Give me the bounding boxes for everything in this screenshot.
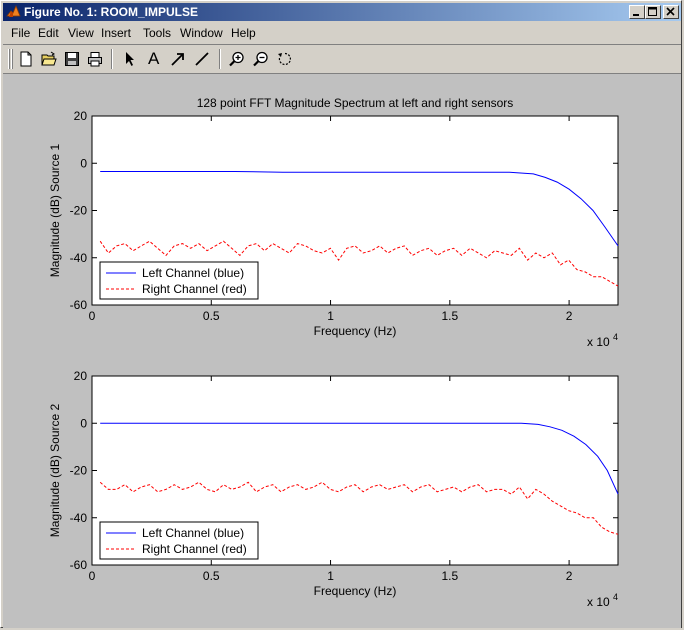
toolbar-separator <box>219 49 221 69</box>
chart-2-legend-entry: Right Channel (red) <box>142 542 247 556</box>
chart-1-y-tick-label: -20 <box>70 204 88 218</box>
chart-1-y-tick-label: 20 <box>74 109 88 123</box>
chart-1-x-tick-label: 1 <box>327 309 334 323</box>
matlab-logo-icon <box>6 4 21 17</box>
chart-1-legend-box <box>99 261 259 300</box>
menu-window[interactable]: Window <box>180 26 223 40</box>
zoom-out-icon <box>253 51 268 67</box>
open-file-button[interactable] <box>38 48 60 70</box>
save-icon <box>65 52 79 66</box>
new-figure-icon <box>20 51 32 67</box>
insert-arrow-icon <box>171 53 184 66</box>
chart-1-x-axis-label: Frequency (Hz) <box>314 324 397 338</box>
insert-line-icon <box>195 52 209 66</box>
chart-2-y-tick-label: -20 <box>70 464 88 478</box>
menu-file[interactable]: File <box>11 26 31 40</box>
insert-text-button[interactable]: A <box>143 48 165 70</box>
chart-2-y-tick-label: 0 <box>80 416 87 430</box>
insert-arrow-button[interactable] <box>167 48 189 70</box>
maximize-icon <box>648 7 657 16</box>
close-icon <box>666 7 675 16</box>
toolbar-grip-icon <box>8 49 13 69</box>
window-title: Figure No. 1: ROOM_IMPULSE <box>24 5 199 19</box>
chart-2-legend-entry: Left Channel (blue) <box>142 526 244 540</box>
chart-1-x-multiplier-exponent: 4 <box>613 332 618 342</box>
rotate-3d-button[interactable] <box>274 48 296 70</box>
chart-1-legend-entry: Left Channel (blue) <box>142 266 244 280</box>
chart-2-x-tick-label: 0 <box>89 569 96 583</box>
toolbar-separator <box>111 49 113 69</box>
print-icon <box>88 52 102 67</box>
maximize-button[interactable] <box>645 5 661 19</box>
chart-2-x-axis-label: Frequency (Hz) <box>314 584 397 598</box>
chart-1-x-tick-label: 0.5 <box>203 309 220 323</box>
chart-1-y-tick-label: -60 <box>70 298 88 312</box>
insert-line-button[interactable] <box>191 48 213 70</box>
chart-2-x-tick-label: 1 <box>327 569 334 583</box>
select-button[interactable] <box>119 48 141 70</box>
chart-2-legend-box <box>99 521 259 560</box>
menu-view[interactable]: View <box>68 26 94 40</box>
menu-bar: File Edit View Insert Tools Window Help <box>3 23 681 42</box>
chart-2-y-axis-label: Magnitude (dB) Source 2 <box>48 403 62 537</box>
title-bar[interactable]: Figure No. 1: ROOM_IMPULSE <box>3 3 681 21</box>
chart-2-series-line-right-channel <box>99 481 619 535</box>
chart-1-title: 128 point FFT Magnitude Spectrum at left… <box>197 96 514 110</box>
chart-1-x-tick-label: 2 <box>566 309 573 323</box>
chart-2-x-tick-label: 1.5 <box>441 569 458 583</box>
chart-2-y-tick-label: -40 <box>70 511 88 525</box>
chart-1-x-multiplier-label: x 10 <box>587 335 610 349</box>
chart-2-x-multiplier-label: x 10 <box>587 595 610 609</box>
zoom-in-icon <box>229 51 244 67</box>
toolbar: A <box>3 44 681 74</box>
chart-1-x-tick-label: 0 <box>89 309 96 323</box>
menu-insert[interactable]: Insert <box>101 26 132 40</box>
chart-2-y-tick-label: 20 <box>74 369 88 383</box>
chart-1-series-line-right-channel <box>99 240 619 287</box>
chart-2-x-tick-label: 2 <box>566 569 573 583</box>
chart-1-series-line-left-channel <box>100 171 619 247</box>
rotate-3d-icon <box>278 52 291 66</box>
zoom-in-button[interactable] <box>226 48 248 70</box>
save-button[interactable] <box>61 48 83 70</box>
chart-2-x-tick-label: 0.5 <box>203 569 220 583</box>
chart-1-y-tick-label: -40 <box>70 251 88 265</box>
chart-2-x-multiplier-exponent: 4 <box>613 592 618 602</box>
chart-2-y-tick-label: -60 <box>70 558 88 572</box>
chart-1-x-tick-label: 1.5 <box>441 309 458 323</box>
new-figure-button[interactable] <box>15 48 37 70</box>
figure-canvas: 128 point FFT Magnitude Spectrum at left… <box>3 73 681 628</box>
print-button[interactable] <box>84 48 106 70</box>
open-file-icon <box>41 51 57 66</box>
chart-1-y-tick-label: 0 <box>80 156 87 170</box>
chart-2-series-line-left-channel <box>100 422 619 495</box>
chart-1-y-axis-label: Magnitude (dB) Source 1 <box>48 143 62 277</box>
menu-edit[interactable]: Edit <box>38 26 59 40</box>
minimize-button[interactable] <box>629 5 645 19</box>
minimize-icon <box>633 14 639 16</box>
menu-help[interactable]: Help <box>231 26 256 40</box>
arrow-select-icon <box>126 52 134 66</box>
close-button[interactable] <box>663 5 679 19</box>
chart-1-legend-entry: Right Channel (red) <box>142 282 247 296</box>
zoom-out-button[interactable] <box>250 48 272 70</box>
plot-canvas[interactable]: 128 point FFT Magnitude Spectrum at left… <box>3 74 681 628</box>
menu-tools[interactable]: Tools <box>143 26 172 40</box>
insert-text-icon: A <box>148 49 160 68</box>
